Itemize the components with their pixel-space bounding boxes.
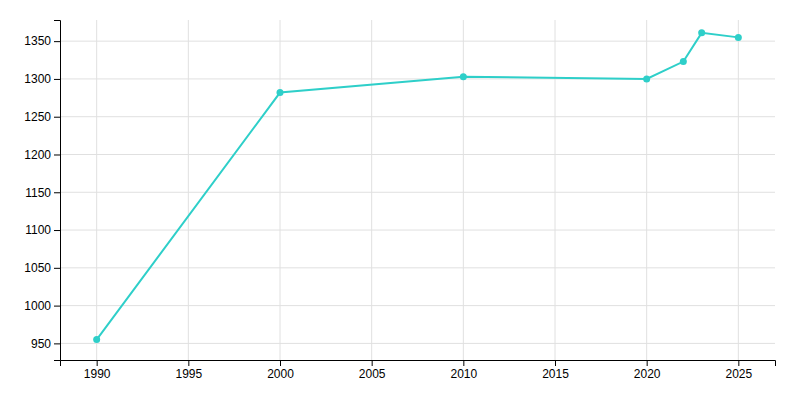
tick-label: 2005 <box>359 367 386 381</box>
tick-label: 1350 <box>24 34 51 48</box>
marker <box>460 73 467 80</box>
y-tick: 1350 <box>24 34 60 48</box>
tick-label: 1050 <box>24 261 51 275</box>
tick-mark <box>463 360 464 366</box>
tick-mark <box>372 360 373 366</box>
tick-label: 2015 <box>542 367 569 381</box>
grid-line <box>371 20 372 360</box>
tick-label: 1000 <box>24 299 51 313</box>
tick-mark <box>54 268 60 269</box>
x-tick: 2015 <box>542 360 569 381</box>
grid-line <box>188 20 189 360</box>
grid-line <box>280 20 281 360</box>
marker <box>680 58 687 65</box>
x-tick: 1990 <box>84 360 111 381</box>
line <box>97 33 739 340</box>
grid-line <box>60 192 775 193</box>
tick-mark <box>97 360 98 366</box>
tick-label: 1100 <box>25 223 51 237</box>
y-tick: 1200 <box>24 148 60 162</box>
tick-label: 1250 <box>24 110 51 124</box>
grid-line <box>60 343 775 344</box>
tick-mark <box>54 192 60 193</box>
grid-line <box>60 305 775 306</box>
axis-line <box>54 21 61 361</box>
tick-label: 1150 <box>25 186 51 200</box>
grid-line <box>60 267 775 268</box>
tick-mark <box>54 306 60 307</box>
grid-line <box>738 20 739 360</box>
grid-line <box>463 20 464 360</box>
grid-line <box>60 154 775 155</box>
grid-line <box>646 20 647 360</box>
tick-label: 1300 <box>24 72 51 86</box>
tick-label: 2000 <box>267 367 294 381</box>
tick-mark <box>54 154 60 155</box>
x-tick: 2005 <box>359 360 386 381</box>
y-tick: 1250 <box>24 110 60 124</box>
y-axis: 950 1000 1050 1100 1150 1200 1250 1300 1350 <box>24 21 60 361</box>
axis-line <box>61 361 776 367</box>
tick-label: 2010 <box>450 367 477 381</box>
tick-label: 2020 <box>634 367 661 381</box>
grid-line <box>96 20 97 360</box>
marks <box>93 29 742 343</box>
tick-label: 950 <box>31 337 51 351</box>
x-tick: 2010 <box>450 360 477 381</box>
grid-line <box>555 20 556 360</box>
tick-mark <box>647 360 648 366</box>
tick-mark <box>54 117 60 118</box>
tick-label: 2025 <box>725 367 752 381</box>
grid-line <box>60 116 775 117</box>
tick-mark <box>555 360 556 366</box>
tick-label: 1200 <box>24 148 51 162</box>
tick-label: 1990 <box>84 367 111 381</box>
tick-mark <box>188 360 189 366</box>
grid-line <box>60 230 775 231</box>
plot: 1990 1995 2000 2005 2010 2015 2020 2025 950 1000 1… <box>24 20 775 381</box>
y-tick: 950 <box>31 337 60 351</box>
marker <box>735 34 742 41</box>
x-tick: 1995 <box>175 360 202 381</box>
grid <box>60 20 775 360</box>
x-tick: 2020 <box>634 360 661 381</box>
marker <box>698 29 705 36</box>
tick-mark <box>54 230 60 231</box>
tick-mark <box>738 360 739 366</box>
tick-label: 1995 <box>175 367 202 381</box>
grid-line <box>60 78 775 79</box>
tick-mark <box>54 79 60 80</box>
y-tick: 1150 <box>25 186 60 200</box>
y-tick: 1050 <box>24 261 60 275</box>
grid-line <box>60 41 775 42</box>
tick-mark <box>54 343 60 344</box>
marker <box>93 336 100 343</box>
y-tick: 1100 <box>25 223 60 237</box>
x-tick: 2000 <box>267 360 294 381</box>
chart: 1990 1995 2000 2005 2010 2015 2020 2025 950 1000 1… <box>0 0 800 400</box>
marker <box>277 89 284 96</box>
marker <box>643 75 650 82</box>
y-tick: 1000 <box>24 299 60 313</box>
tick-mark <box>54 41 60 42</box>
x-axis: 1990 1995 2000 2005 2010 2015 2020 2025 <box>61 360 776 381</box>
tick-mark <box>280 360 281 366</box>
y-tick: 1300 <box>24 72 60 86</box>
x-tick: 2025 <box>725 360 752 381</box>
